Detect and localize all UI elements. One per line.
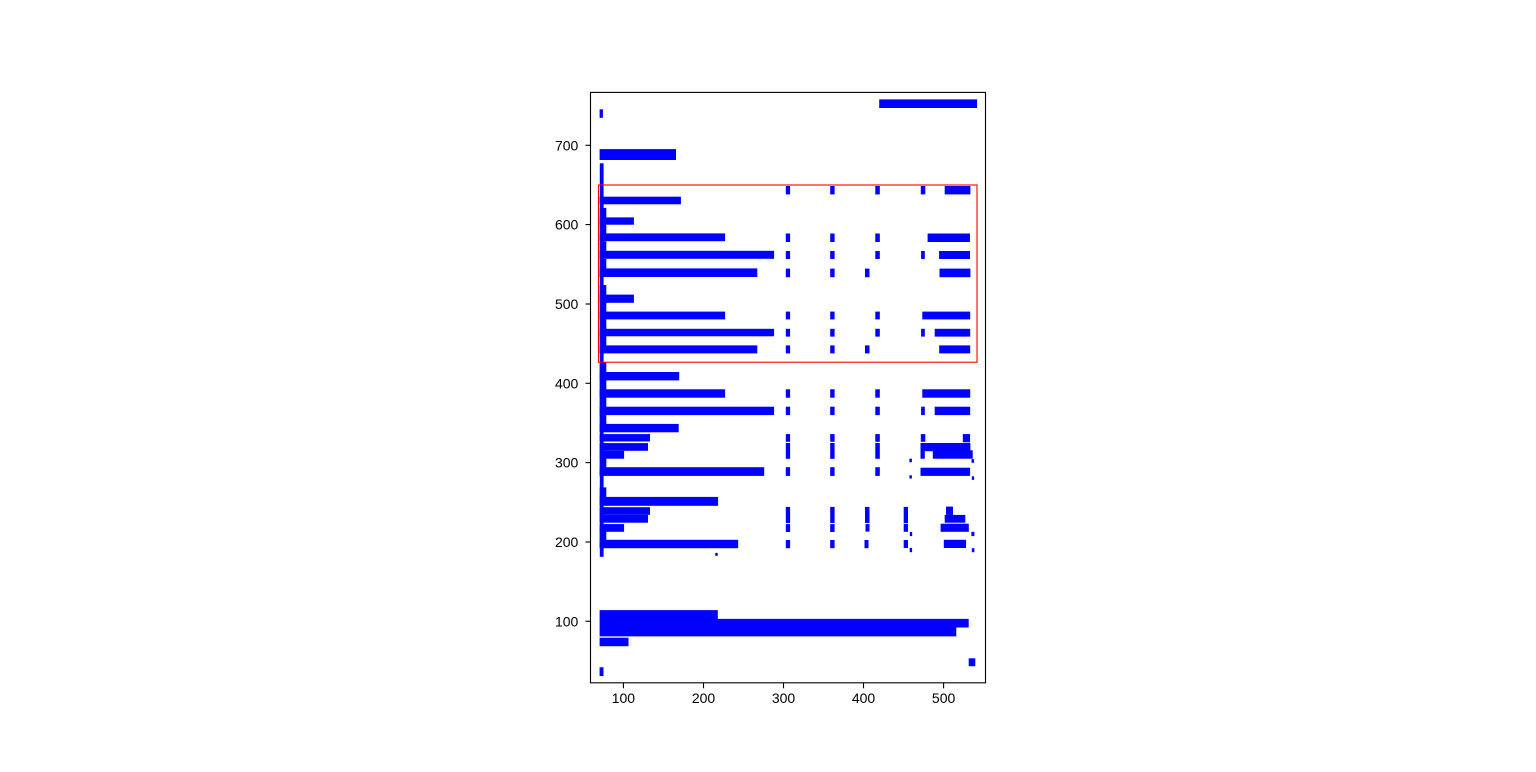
svg-text:700: 700 bbox=[555, 137, 579, 153]
svg-text:200: 200 bbox=[555, 534, 579, 550]
svg-text:100: 100 bbox=[612, 690, 636, 706]
svg-text:300: 300 bbox=[555, 455, 579, 471]
svg-text:500: 500 bbox=[555, 296, 579, 312]
svg-text:600: 600 bbox=[555, 217, 579, 233]
svg-text:300: 300 bbox=[772, 690, 796, 706]
svg-text:200: 200 bbox=[692, 690, 716, 706]
svg-text:100: 100 bbox=[555, 613, 579, 629]
svg-text:400: 400 bbox=[555, 375, 579, 391]
svg-text:400: 400 bbox=[852, 690, 876, 706]
svg-text:500: 500 bbox=[932, 690, 956, 706]
